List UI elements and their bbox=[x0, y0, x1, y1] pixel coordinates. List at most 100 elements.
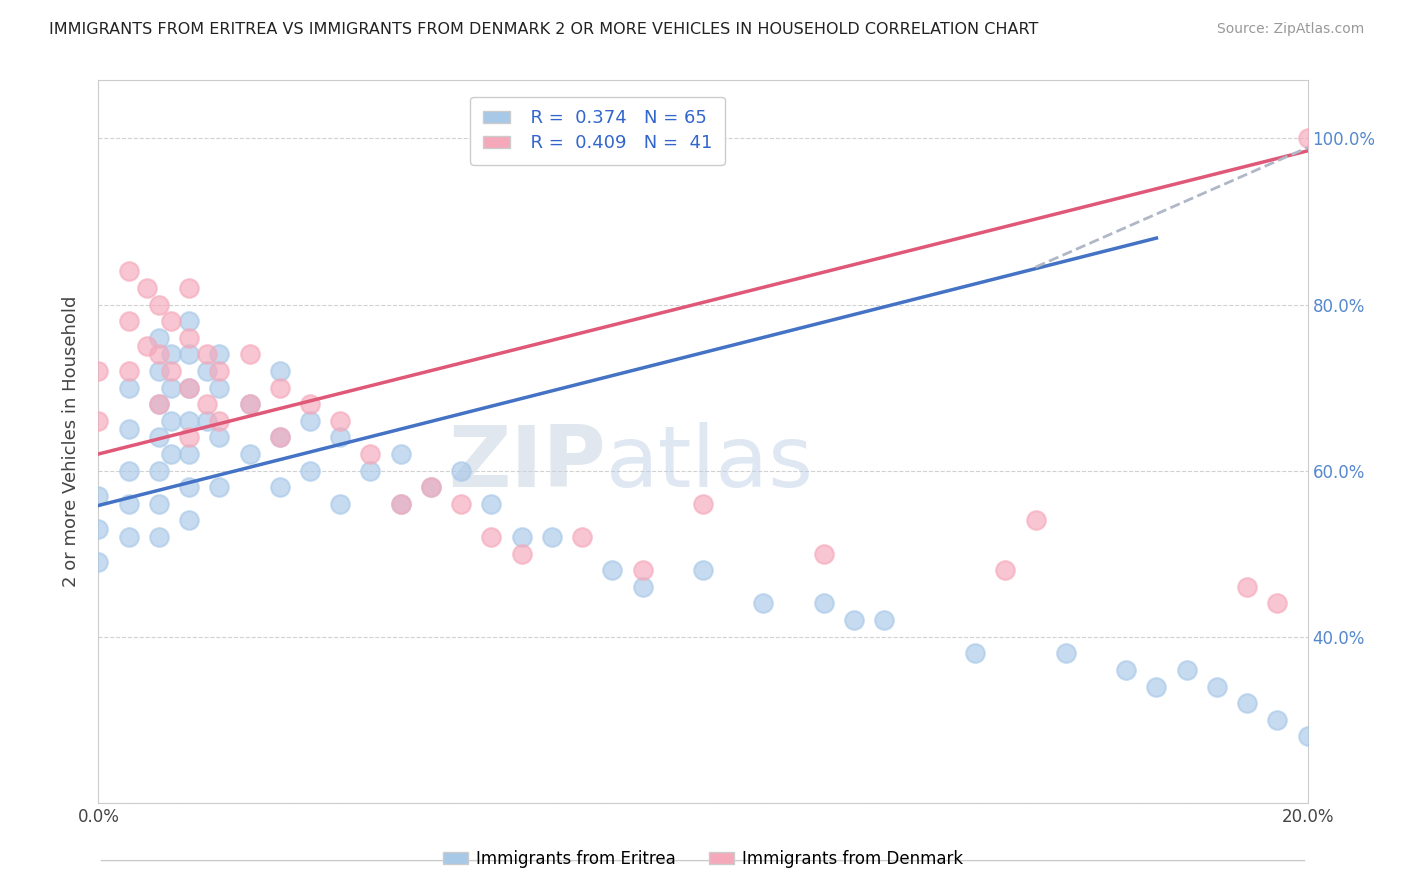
Point bbox=[360, 464, 382, 478]
Point bbox=[179, 331, 201, 345]
Point bbox=[1206, 680, 1229, 694]
Point bbox=[389, 497, 412, 511]
Point bbox=[179, 314, 201, 328]
Point bbox=[1024, 513, 1046, 527]
Point bbox=[329, 497, 352, 511]
Point bbox=[360, 447, 382, 461]
Point bbox=[148, 530, 170, 544]
Point bbox=[269, 364, 291, 378]
Point bbox=[195, 364, 218, 378]
Point bbox=[208, 480, 231, 494]
Point bbox=[602, 563, 624, 577]
Point bbox=[87, 489, 110, 503]
Point bbox=[994, 563, 1017, 577]
Point bbox=[148, 497, 170, 511]
Point bbox=[329, 430, 352, 444]
Point bbox=[329, 414, 352, 428]
Point bbox=[389, 447, 412, 461]
Point bbox=[1054, 646, 1077, 660]
Point bbox=[135, 339, 157, 353]
Point bbox=[299, 414, 322, 428]
Point bbox=[299, 397, 322, 411]
Legend: Immigrants from Eritrea, Immigrants from Denmark: Immigrants from Eritrea, Immigrants from… bbox=[436, 844, 970, 875]
Point bbox=[1236, 580, 1258, 594]
Point bbox=[813, 597, 835, 611]
Point bbox=[752, 597, 775, 611]
Point bbox=[1296, 730, 1319, 744]
Point bbox=[239, 397, 262, 411]
Point bbox=[148, 397, 170, 411]
Point bbox=[179, 447, 201, 461]
Point bbox=[195, 414, 218, 428]
Text: IMMIGRANTS FROM ERITREA VS IMMIGRANTS FROM DENMARK 2 OR MORE VEHICLES IN HOUSEHO: IMMIGRANTS FROM ERITREA VS IMMIGRANTS FR… bbox=[49, 22, 1039, 37]
Point bbox=[87, 522, 110, 536]
Point bbox=[118, 264, 141, 278]
Point bbox=[813, 547, 835, 561]
Point bbox=[160, 414, 183, 428]
Point bbox=[481, 530, 503, 544]
Point bbox=[1296, 131, 1319, 145]
Point bbox=[160, 380, 183, 394]
Point bbox=[269, 430, 291, 444]
Point bbox=[239, 447, 262, 461]
Point bbox=[269, 380, 291, 394]
Point bbox=[208, 364, 231, 378]
Point bbox=[160, 347, 183, 361]
Point bbox=[148, 430, 170, 444]
Point bbox=[179, 281, 201, 295]
Legend:   R =  0.374   N = 65,   R =  0.409   N =  41: R = 0.374 N = 65, R = 0.409 N = 41 bbox=[470, 96, 725, 165]
Point bbox=[118, 530, 141, 544]
Text: atlas: atlas bbox=[606, 422, 814, 505]
Point bbox=[510, 530, 533, 544]
Point bbox=[148, 364, 170, 378]
Point bbox=[160, 447, 183, 461]
Point bbox=[420, 480, 443, 494]
Point bbox=[450, 497, 472, 511]
Point bbox=[135, 281, 157, 295]
Point bbox=[1267, 597, 1289, 611]
Point bbox=[208, 347, 231, 361]
Point bbox=[148, 297, 170, 311]
Point bbox=[420, 480, 443, 494]
Text: ZIP: ZIP bbox=[449, 422, 606, 505]
Point bbox=[692, 563, 714, 577]
Point bbox=[118, 464, 141, 478]
Point bbox=[148, 397, 170, 411]
Point bbox=[160, 314, 183, 328]
Point bbox=[844, 613, 866, 627]
Point bbox=[118, 380, 141, 394]
Point bbox=[118, 422, 141, 436]
Point bbox=[195, 397, 218, 411]
Point bbox=[631, 563, 654, 577]
Point bbox=[389, 497, 412, 511]
Point bbox=[118, 314, 141, 328]
Point bbox=[1115, 663, 1137, 677]
Point bbox=[118, 364, 141, 378]
Point bbox=[179, 347, 201, 361]
Point bbox=[87, 414, 110, 428]
Point bbox=[510, 547, 533, 561]
Point bbox=[179, 480, 201, 494]
Point bbox=[148, 331, 170, 345]
Point bbox=[692, 497, 714, 511]
Point bbox=[239, 347, 262, 361]
Point bbox=[179, 513, 201, 527]
Point bbox=[179, 414, 201, 428]
Point bbox=[481, 497, 503, 511]
Point bbox=[208, 380, 231, 394]
Point bbox=[148, 464, 170, 478]
Point bbox=[965, 646, 987, 660]
Point bbox=[87, 364, 110, 378]
Point bbox=[269, 430, 291, 444]
Point bbox=[540, 530, 562, 544]
Point bbox=[1267, 713, 1289, 727]
Point bbox=[269, 480, 291, 494]
Point bbox=[208, 414, 231, 428]
Point bbox=[631, 580, 654, 594]
Point bbox=[450, 464, 472, 478]
Point bbox=[179, 430, 201, 444]
Point bbox=[299, 464, 322, 478]
Point bbox=[195, 347, 218, 361]
Point bbox=[1236, 696, 1258, 710]
Point bbox=[160, 364, 183, 378]
